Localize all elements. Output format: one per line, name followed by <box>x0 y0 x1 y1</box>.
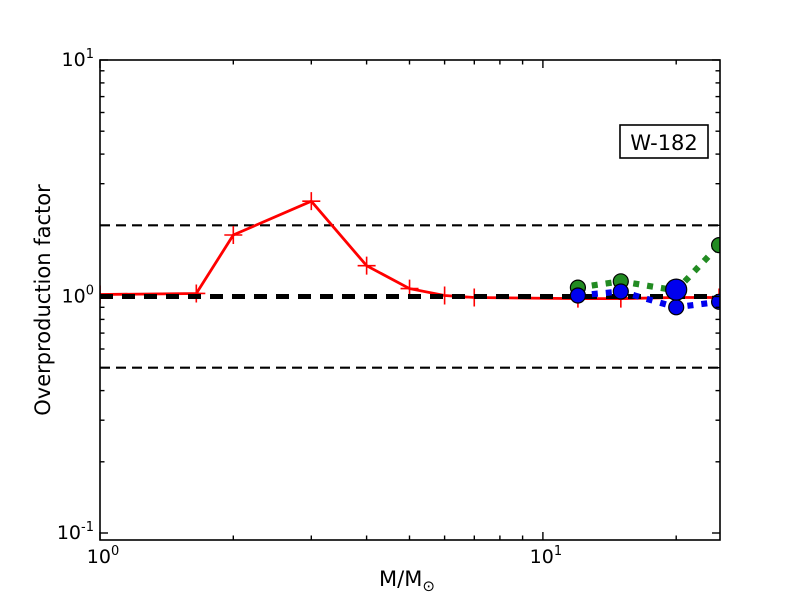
data-point-circle <box>612 283 629 300</box>
x-axis-label-main: M/M <box>379 567 422 591</box>
tick-label: 10-1 <box>57 520 94 544</box>
green-circle-series-line <box>577 242 720 294</box>
tick-label: 101 <box>62 47 94 71</box>
y-axis-label: Overproduction factor <box>31 184 55 416</box>
x-axis-label: M/M⊙ <box>379 567 435 595</box>
data-point-plus <box>357 256 376 275</box>
plot-layer-0 <box>100 224 720 369</box>
tick-label: 100 <box>62 284 94 308</box>
tick-label: 101 <box>530 544 562 568</box>
data-point-circle <box>711 237 720 254</box>
data-point-circle <box>711 293 720 310</box>
solar-mass-icon: ⊙ <box>422 577 435 595</box>
data-point-circle <box>668 299 685 316</box>
data-point-circle <box>569 287 587 304</box>
axis-ticks <box>99 59 720 540</box>
data-point-plus <box>302 192 321 211</box>
plot-area <box>100 192 720 369</box>
tick-label: 100 <box>87 544 119 568</box>
annotation-frame <box>619 124 709 159</box>
blue-circle-series <box>569 278 720 316</box>
blue-circle-series-line <box>577 288 720 311</box>
data-point-circle-large <box>665 278 688 301</box>
annotation-label: W-182 <box>630 131 698 155</box>
annotation-box: W-182 <box>619 124 709 159</box>
data-point-plus <box>187 284 206 303</box>
data-point-plus <box>224 225 243 244</box>
